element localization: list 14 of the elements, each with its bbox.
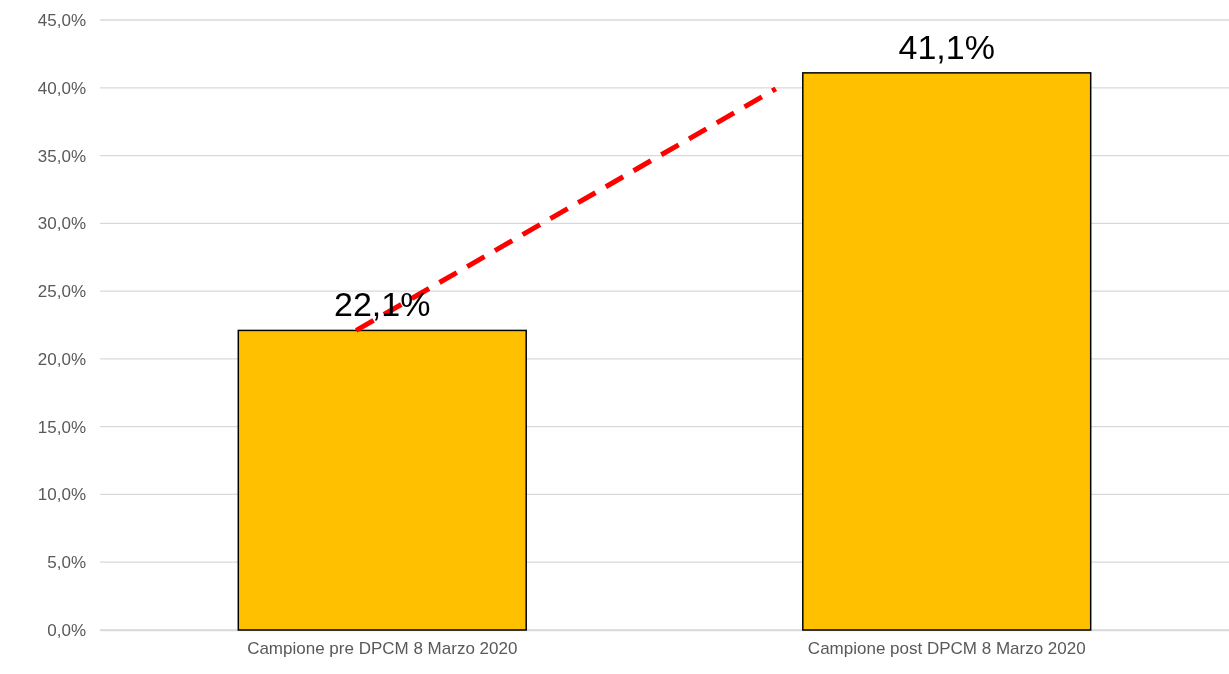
data-label: 41,1% <box>898 27 995 66</box>
y-tick-label: 0,0% <box>47 620 86 640</box>
y-tick-label: 5,0% <box>47 553 86 573</box>
data-label: 22,1% <box>334 285 431 324</box>
x-tick-label: Campione post DPCM 8 Marzo 2020 <box>807 639 1086 659</box>
y-tick-label: 10,0% <box>37 485 86 505</box>
y-tick-label: 30,0% <box>37 214 86 234</box>
y-tick-label: 25,0% <box>37 282 86 302</box>
y-tick-label: 35,0% <box>37 146 86 166</box>
y-tick-label: 15,0% <box>37 417 86 437</box>
y-tick-label: 40,0% <box>37 78 86 98</box>
y-tick-label: 45,0% <box>37 10 86 30</box>
y-tick-label: 20,0% <box>37 349 86 369</box>
x-tick-label: Campione pre DPCM 8 Marzo 2020 <box>247 639 518 659</box>
